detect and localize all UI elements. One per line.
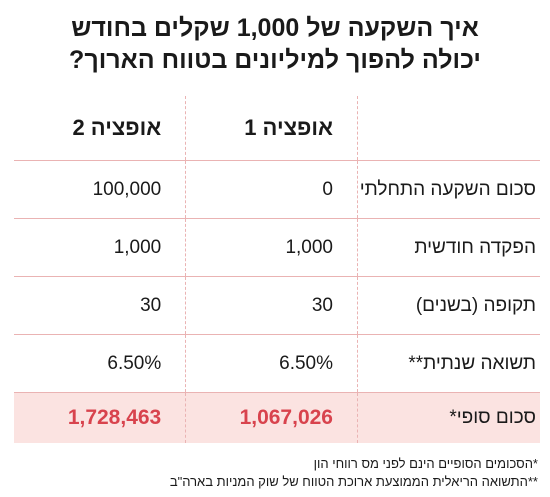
cell-value: 6.50% (185, 334, 358, 393)
cell-value: 30 (185, 276, 358, 335)
corner-cell (357, 96, 540, 161)
table-row: תקופה (בשנים) 30 30 (14, 276, 540, 335)
table-row: תשואה שנתית** 6.50% 6.50% (14, 334, 540, 393)
cell-value: 1,067,026 (185, 392, 358, 443)
cell-value: 1,000 (185, 218, 358, 277)
footnotes: *הסכומים הסופיים הינם לפני מס רווחי הון … (8, 455, 538, 491)
column-header: אופציה 2 (14, 96, 187, 161)
header-row: אופציה 1 אופציה 2 (14, 96, 540, 161)
row-label: תקופה (בשנים) (357, 276, 540, 335)
title: איך השקעה של 1,000 שקלים בחודש יכולה להפ… (0, 12, 550, 76)
comparison-table: אופציה 1 אופציה 2 סכום השקעה התחלתי 0 100,… (14, 96, 540, 443)
table-row: הפקדה חודשית 1,000 1,000 (14, 218, 540, 277)
column-header: אופציה 1 (185, 96, 358, 161)
cell-value: 0 (185, 160, 358, 219)
table-row: סכום סופי* 1,067,026 1,728,463 (14, 392, 540, 443)
title-line: יכולה להפוך למיליונים בטווח הארוך? (69, 46, 481, 74)
footnote: *הסכומים הסופיים הינם לפני מס רווחי הון (313, 456, 538, 471)
row-label: סכום סופי* (357, 392, 540, 443)
cell-value: 1,000 (14, 218, 187, 277)
footnote: **התשואה הריאלית הממוצעת ארוכת הטווח של … (169, 474, 538, 489)
title-line: איך השקעה של 1,000 שקלים בחודש (71, 14, 479, 42)
cell-value: 30 (14, 276, 187, 335)
cell-value: 1,728,463 (14, 392, 187, 443)
cell-value: 100,000 (14, 160, 187, 219)
table-row: סכום השקעה התחלתי 0 100,000 (14, 160, 540, 219)
row-label: הפקדה חודשית (357, 218, 540, 277)
cell-value: 6.50% (14, 334, 187, 393)
row-label: תשואה שנתית** (357, 334, 540, 393)
row-label: סכום השקעה התחלתי (357, 160, 540, 219)
